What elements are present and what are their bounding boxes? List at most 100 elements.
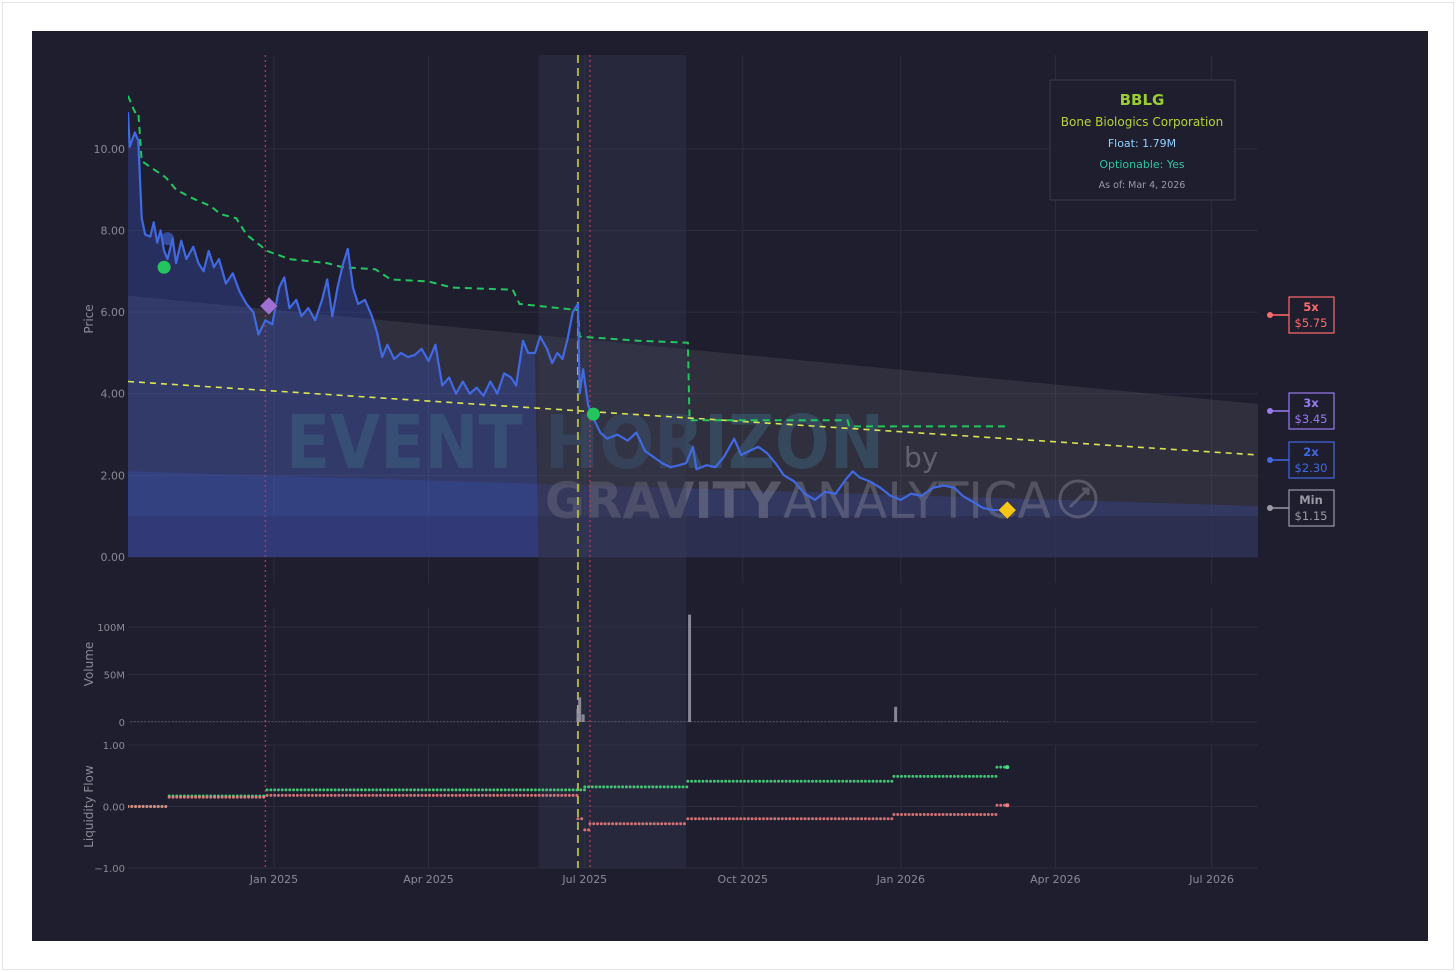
liquidity-inflow-dot bbox=[307, 788, 311, 792]
liquidity-outflow-dot bbox=[435, 793, 439, 797]
volume-bar bbox=[999, 721, 1002, 722]
liquidity-inflow-dot bbox=[537, 788, 541, 792]
volume-bar bbox=[302, 721, 304, 722]
liquidity-inflow-dot bbox=[265, 788, 269, 792]
liquidity-inflow-dot bbox=[792, 779, 796, 783]
liquidity-outflow-dot bbox=[852, 817, 856, 821]
volume-bar bbox=[731, 721, 734, 722]
volume-bar bbox=[676, 721, 679, 722]
liquidity-outflow-dot bbox=[258, 795, 262, 799]
price-marker-circle bbox=[586, 407, 600, 421]
liquidity-outflow-dot bbox=[405, 793, 409, 797]
liquidity-outflow-dot bbox=[626, 822, 630, 826]
liquidity-outflow-dot bbox=[587, 828, 591, 832]
liquidity-outflow-dot bbox=[603, 822, 607, 826]
info-as-of: As of: Mar 4, 2026 bbox=[1099, 180, 1186, 191]
liquidity-inflow-dot bbox=[284, 788, 288, 792]
liquidity-inflow-dot bbox=[617, 785, 621, 789]
liquidity-outflow-dot bbox=[575, 793, 579, 797]
volume-bar bbox=[319, 721, 322, 722]
liquidity-outflow-dot bbox=[630, 822, 634, 826]
volume-bar bbox=[158, 721, 160, 722]
liquidity-outflow-dot bbox=[371, 793, 375, 797]
liquidity-outflow-dot bbox=[480, 793, 484, 797]
liquidity-outflow-dot bbox=[197, 795, 201, 799]
liquidity-outflow-dot bbox=[409, 793, 413, 797]
liquidity-outflow-dot bbox=[484, 793, 488, 797]
liquidity-inflow-dot bbox=[837, 779, 841, 783]
volume-bar bbox=[882, 721, 885, 722]
volume-bar bbox=[862, 721, 864, 722]
liquidity-outflow-dot bbox=[269, 793, 273, 797]
liquidity-inflow-dot bbox=[288, 788, 292, 792]
liquidity-inflow-dot bbox=[360, 788, 364, 792]
liquidity-inflow-dot bbox=[826, 779, 830, 783]
volume-bar bbox=[831, 721, 833, 722]
volume-bar bbox=[597, 721, 600, 722]
volume-bar bbox=[621, 721, 624, 722]
liquidity-outflow-dot bbox=[875, 817, 879, 821]
liquidity-inflow-dot bbox=[545, 788, 549, 792]
volume-bar bbox=[714, 721, 717, 722]
volume-bar bbox=[992, 721, 995, 722]
liquidity-outflow-dot bbox=[431, 793, 435, 797]
level-dot bbox=[1267, 312, 1273, 318]
liquidity-outflow-dot bbox=[641, 822, 645, 826]
liquidity-inflow-dot bbox=[632, 785, 636, 789]
volume-bar bbox=[645, 721, 648, 722]
liquidity-inflow-dot bbox=[514, 788, 518, 792]
volume-bar bbox=[443, 721, 445, 722]
liquidity-outflow-dot bbox=[952, 812, 956, 816]
liquidity-inflow-dot bbox=[310, 788, 314, 792]
liquidity-inflow-dot bbox=[518, 788, 522, 792]
liquidity-outflow-dot bbox=[462, 793, 466, 797]
liquidity-outflow-dot bbox=[780, 817, 784, 821]
liquidity-outflow-dot bbox=[522, 793, 526, 797]
volume-bar bbox=[576, 708, 580, 722]
volume-bar bbox=[381, 721, 383, 722]
liquidity-outflow-dot bbox=[382, 793, 386, 797]
liquidity-outflow-dot bbox=[826, 817, 830, 821]
volume-bar bbox=[213, 721, 215, 722]
liquidity-outflow-dot bbox=[128, 805, 130, 808]
liquidity-inflow-dot bbox=[412, 788, 416, 792]
liquidity-outflow-dot bbox=[280, 793, 284, 797]
liquidity-inflow-dot bbox=[803, 779, 807, 783]
volume-bar bbox=[219, 721, 222, 722]
liquidity-inflow-dot bbox=[750, 779, 754, 783]
liquidity-outflow-dot bbox=[533, 793, 537, 797]
liquidity-outflow-dot bbox=[784, 817, 788, 821]
liquidity-inflow-dot bbox=[273, 788, 277, 792]
volume-bar bbox=[446, 721, 449, 722]
price-line bbox=[128, 112, 1008, 512]
liquidity-outflow-dot bbox=[356, 793, 360, 797]
liquidity-outflow-dot bbox=[314, 793, 318, 797]
volume-bar bbox=[364, 721, 366, 722]
liquidity-outflow-dot bbox=[911, 812, 915, 816]
liquidity-inflow-dot bbox=[473, 788, 477, 792]
liquidity-outflow-dot bbox=[288, 793, 292, 797]
liquidity-inflow-dot bbox=[930, 774, 934, 778]
liquidity-outflow-dot bbox=[213, 795, 217, 799]
liquidity-outflow-dot bbox=[375, 793, 379, 797]
volume-bar bbox=[807, 721, 809, 722]
volume-bar bbox=[717, 721, 720, 722]
volume-bar bbox=[618, 721, 620, 722]
volume-bar bbox=[635, 721, 638, 722]
liquidity-outflow-dot bbox=[224, 795, 228, 799]
price-tick-label: 2.00 bbox=[101, 469, 126, 482]
band-min bbox=[128, 516, 1258, 557]
liquidity-inflow-dot bbox=[871, 779, 875, 783]
volume-tick-label: 0 bbox=[119, 718, 125, 729]
volume-bar bbox=[518, 721, 521, 722]
liquidity-outflow-dot bbox=[682, 822, 686, 826]
liquidity-outflow-dot bbox=[727, 817, 731, 821]
x-tick-label: Apr 2026 bbox=[1030, 873, 1081, 886]
liquidity-inflow-dot bbox=[701, 779, 705, 783]
liquidity-outflow-dot bbox=[363, 793, 367, 797]
liquidity-outflow-dot bbox=[930, 812, 934, 816]
volume-bar bbox=[961, 721, 964, 722]
liquidity-outflow-dot bbox=[295, 793, 299, 797]
liquidity-outflow-dot bbox=[262, 795, 266, 799]
liquidity-outflow-dot bbox=[890, 817, 894, 821]
